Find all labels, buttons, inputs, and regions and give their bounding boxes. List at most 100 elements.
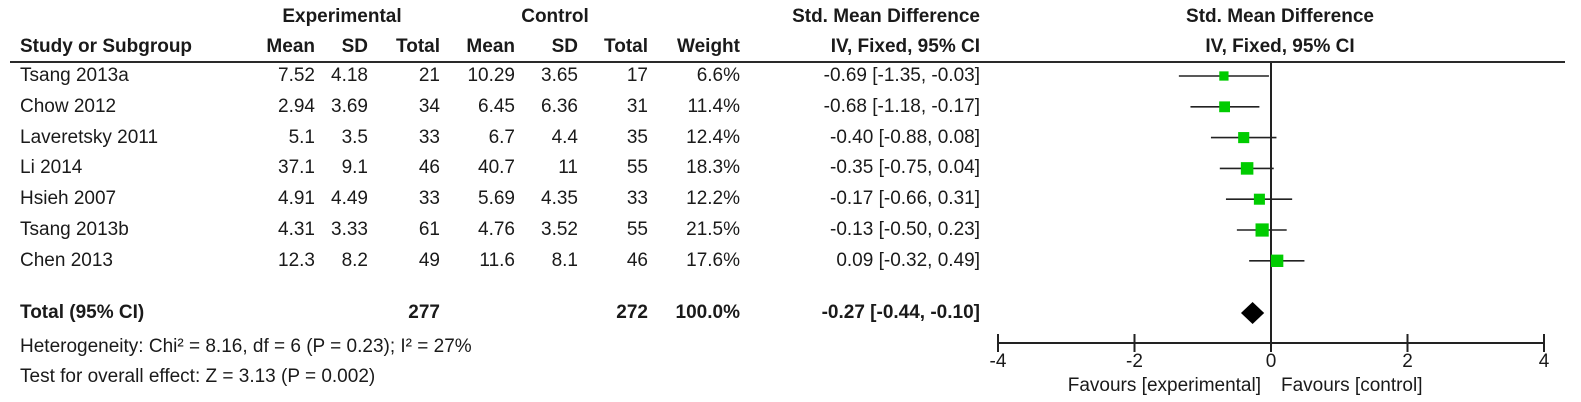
total1-column-header: Total xyxy=(396,36,440,57)
mean-control: 5.69 xyxy=(478,188,515,210)
effect-ci: -0.68 [-1.18, -0.17] xyxy=(823,95,980,117)
weight: 17.6% xyxy=(686,249,740,271)
mean-experimental: 12.3 xyxy=(278,249,315,271)
sd-experimental: 3.33 xyxy=(331,219,368,240)
n-experimental: 46 xyxy=(418,157,440,179)
overall-effect-text: Test for overall effect: Z = 3.13 (P = 0… xyxy=(20,366,376,387)
mean-control: 6.45 xyxy=(478,95,515,117)
mean-experimental: 4.31 xyxy=(278,219,315,240)
plot-subtitle: IV, Fixed, 95% CI xyxy=(1205,36,1355,57)
n-control: 35 xyxy=(626,126,648,148)
sd-experimental: 4.49 xyxy=(331,188,368,210)
x-tick-label: 4 xyxy=(1539,351,1550,372)
sd-experimental: 4.18 xyxy=(331,65,368,86)
total2-column-header: Total xyxy=(604,36,648,57)
sd-control: 11 xyxy=(558,157,578,179)
n-control: 31 xyxy=(626,95,648,117)
mean-experimental: 4.91 xyxy=(278,188,315,210)
weight: 11.4% xyxy=(687,95,740,117)
effect-ci: -0.13 [-0.50, 0.23] xyxy=(830,219,980,240)
sd-control: 8.1 xyxy=(551,249,578,271)
n-experimental: 33 xyxy=(418,126,440,148)
study-column-header: Study or Subgroup xyxy=(20,36,193,57)
mean-control: 11.6 xyxy=(479,249,515,271)
favours-experimental-label: Favours [experimental] xyxy=(1068,375,1261,396)
weight: 18.3% xyxy=(686,157,740,179)
point-estimate-square xyxy=(1240,162,1254,175)
n-control: 33 xyxy=(626,188,648,210)
n-control: 17 xyxy=(626,65,648,86)
study-name: Chow 2012 xyxy=(20,95,117,117)
mean-experimental: 37.1 xyxy=(278,157,315,179)
study-name: Laveretsky 2011 xyxy=(20,126,159,148)
mean-experimental: 5.1 xyxy=(288,126,315,148)
mean-control: 40.7 xyxy=(478,157,515,179)
mean-control: 10.29 xyxy=(467,65,515,86)
sd-experimental: 3.5 xyxy=(341,126,368,148)
plot-title: Std. Mean Difference xyxy=(1186,6,1374,27)
control-group-header: Control xyxy=(521,6,589,27)
point-estimate-square xyxy=(1219,101,1230,113)
sd-experimental: 9.1 xyxy=(341,157,368,179)
sd-control: 3.52 xyxy=(541,219,578,240)
sd-experimental: 8.2 xyxy=(341,249,368,271)
effect-ci: 0.09 [-0.32, 0.49] xyxy=(836,249,980,271)
weight: 21.5% xyxy=(686,219,740,240)
n-control: 46 xyxy=(626,249,648,271)
n-experimental: 33 xyxy=(418,188,440,210)
mean-experimental: 7.52 xyxy=(278,65,315,86)
mean-control: 4.76 xyxy=(478,219,515,240)
sd2-column-header: SD xyxy=(551,36,578,57)
x-tick-label: 0 xyxy=(1266,351,1277,372)
total-weight: 100.0% xyxy=(675,302,740,323)
mean-experimental: 2.94 xyxy=(278,95,315,117)
x-tick-label: -4 xyxy=(990,351,1007,372)
study-name: Chen 2013 xyxy=(20,249,113,271)
total-label: Total (95% CI) xyxy=(20,302,145,323)
n-control: 55 xyxy=(626,219,648,240)
n-experimental: 21 xyxy=(418,65,440,86)
favours-control-label: Favours [control] xyxy=(1281,375,1423,396)
effect-ci: -0.35 [-0.75, 0.04] xyxy=(830,157,980,179)
x-tick-label: -2 xyxy=(1126,351,1143,372)
total-n-experimental: 277 xyxy=(408,302,440,323)
sd-control: 4.35 xyxy=(541,188,578,210)
study-name: Tsang 2013b xyxy=(20,219,129,240)
point-estimate-square xyxy=(1253,193,1265,205)
n-experimental: 61 xyxy=(418,219,440,240)
n-experimental: 34 xyxy=(418,95,440,117)
point-estimate-square xyxy=(1219,71,1229,81)
n-control: 55 xyxy=(626,157,648,179)
ci-column-header: IV, Fixed, 95% CI xyxy=(830,36,980,57)
point-estimate-square xyxy=(1238,132,1250,144)
effect-ci: -0.69 [-1.35, -0.03] xyxy=(823,65,980,86)
heterogeneity-text: Heterogeneity: Chi² = 8.16, df = 6 (P = … xyxy=(20,336,472,357)
point-estimate-square xyxy=(1270,254,1284,267)
total-n-control: 272 xyxy=(616,302,648,323)
study-name: Li 2014 xyxy=(20,157,83,179)
effect-measure-header: Std. Mean Difference xyxy=(792,6,980,27)
experimental-group-header: Experimental xyxy=(282,6,402,27)
weight: 12.2% xyxy=(686,188,740,210)
study-name: Hsieh 2007 xyxy=(20,188,117,210)
header-divider xyxy=(10,61,1565,63)
mean2-column-header: Mean xyxy=(466,36,515,57)
sd1-column-header: SD xyxy=(341,36,368,57)
total-ci: -0.27 [-0.44, -0.10] xyxy=(821,302,980,323)
mean-control: 6.7 xyxy=(488,126,515,148)
sd-control: 4.4 xyxy=(551,126,578,148)
mean1-column-header: Mean xyxy=(266,36,315,57)
x-tick-label: 2 xyxy=(1402,351,1413,372)
n-experimental: 49 xyxy=(418,249,440,271)
sd-control: 3.65 xyxy=(541,65,578,86)
study-name: Tsang 2013a xyxy=(20,65,129,86)
sd-control: 6.36 xyxy=(541,95,578,117)
effect-ci: -0.17 [-0.66, 0.31] xyxy=(830,188,980,210)
weight: 6.6% xyxy=(696,65,740,86)
effect-ci: -0.40 [-0.88, 0.08] xyxy=(830,126,980,148)
weight-column-header: Weight xyxy=(677,36,740,57)
point-estimate-square xyxy=(1255,223,1269,237)
pooled-diamond xyxy=(1240,302,1265,324)
sd-experimental: 3.69 xyxy=(331,95,368,117)
